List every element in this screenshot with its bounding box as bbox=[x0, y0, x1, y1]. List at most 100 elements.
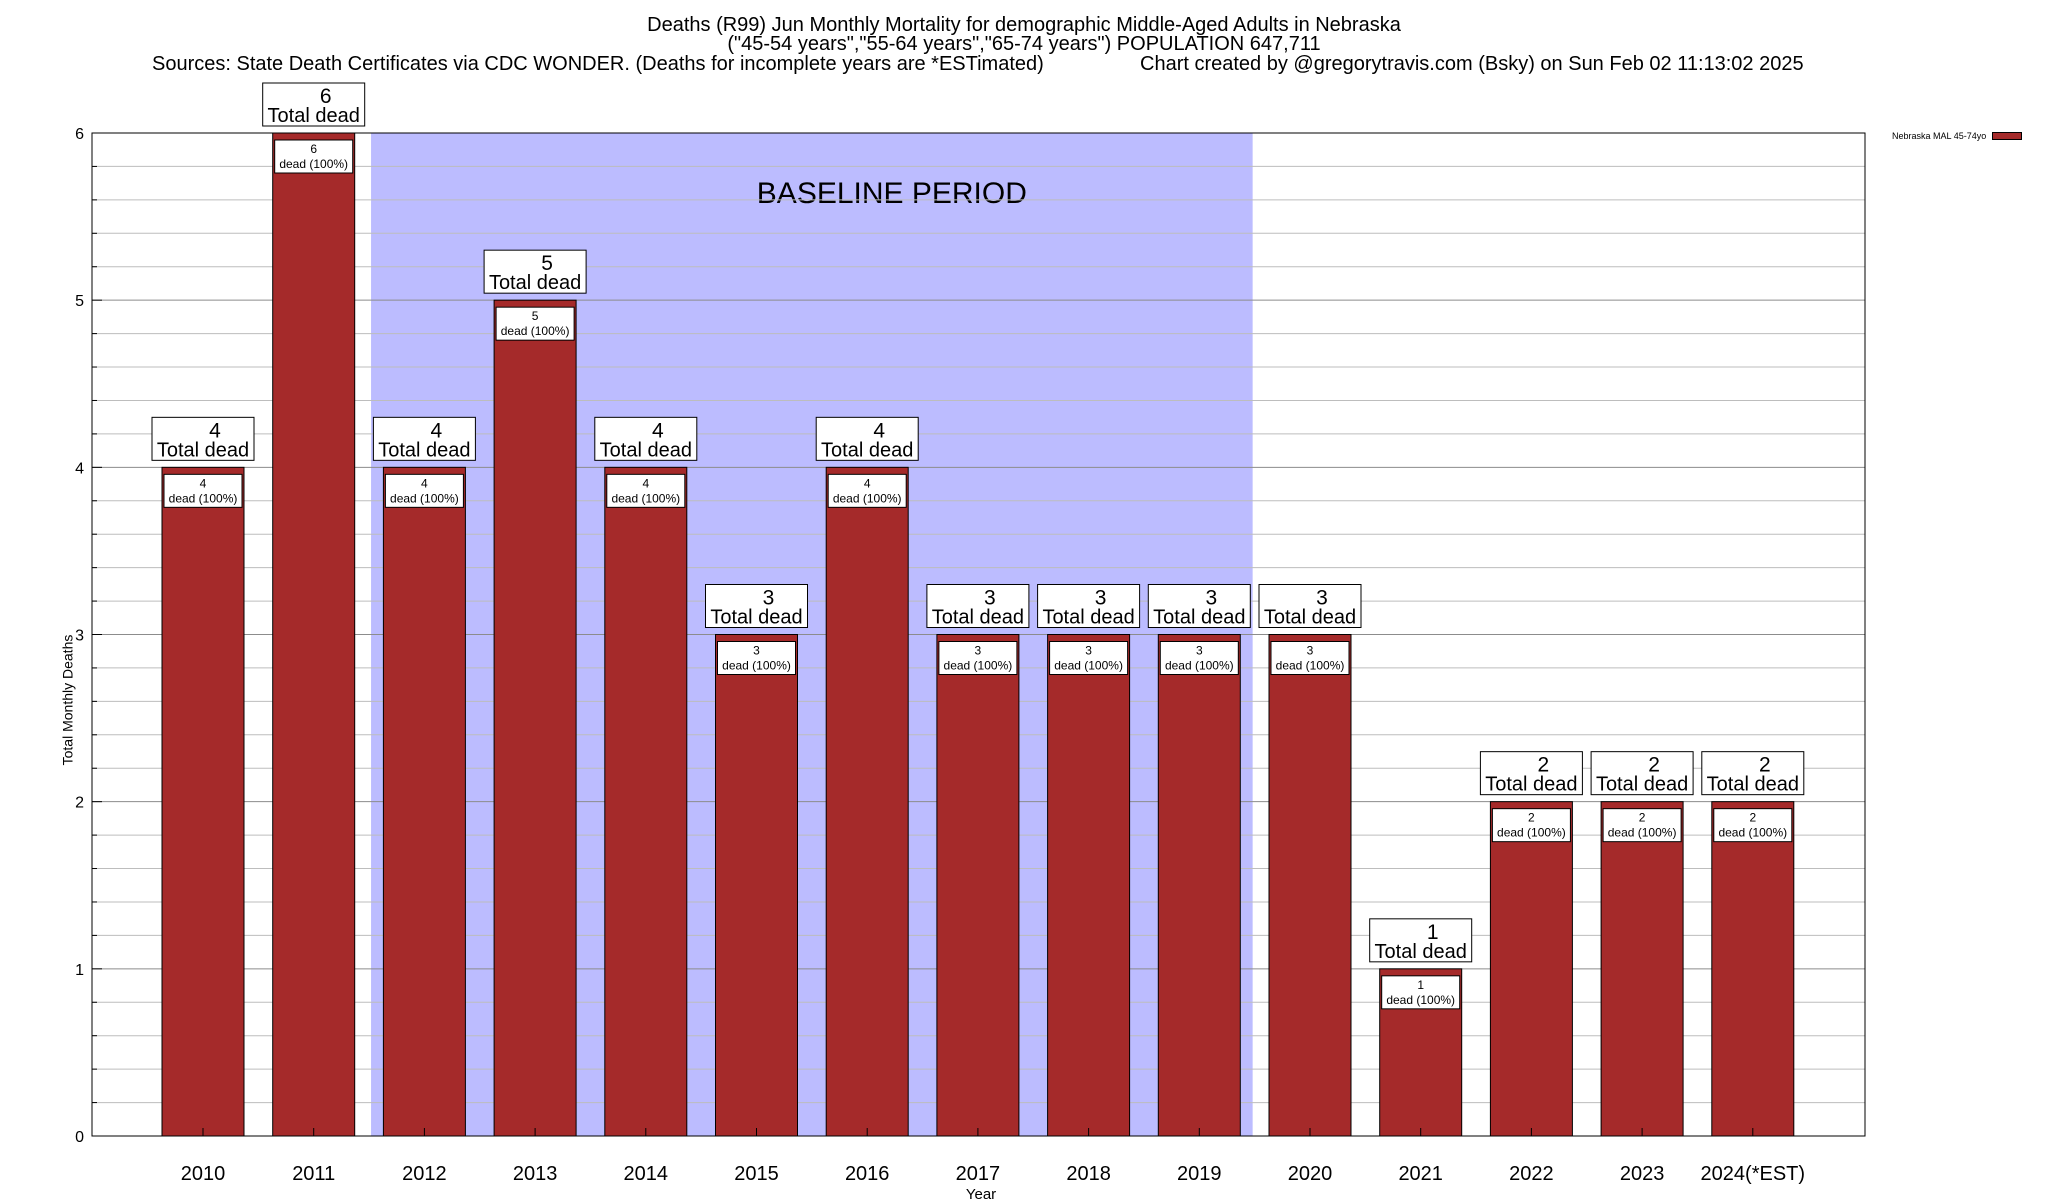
baseline-period-label: BASELINE PERIOD bbox=[757, 177, 1027, 210]
inner-dead-label: dead (100%) bbox=[611, 491, 680, 505]
inner-label-box bbox=[274, 139, 354, 174]
y-tick-label: 6 bbox=[75, 126, 84, 143]
top-label-box bbox=[262, 82, 366, 127]
x-tick-label: 2013 bbox=[513, 1163, 558, 1185]
inner-value-label: 1 bbox=[1417, 978, 1424, 992]
inner-label-box bbox=[1159, 641, 1239, 675]
y-tick-label: 1 bbox=[75, 962, 84, 979]
bar-2020 bbox=[1268, 634, 1352, 1137]
bar-2024(*EST) bbox=[1711, 801, 1795, 1137]
top-value-label: 4 bbox=[431, 419, 443, 442]
top-total-label: Total dead bbox=[1153, 607, 1245, 629]
inner-label-box bbox=[1381, 975, 1461, 1010]
top-value-label: 2 bbox=[1538, 754, 1550, 777]
top-value-label: 1 bbox=[1427, 921, 1439, 944]
inner-label-box bbox=[1049, 641, 1129, 675]
top-total-label: Total dead bbox=[710, 607, 802, 629]
top-label-box bbox=[483, 249, 587, 294]
top-label-box bbox=[1701, 751, 1805, 796]
top-label-box bbox=[372, 416, 476, 461]
inner-dead-label: dead (100%) bbox=[1608, 826, 1677, 840]
inner-value-label: 3 bbox=[1307, 644, 1314, 658]
top-total-label: Total dead bbox=[1707, 774, 1799, 796]
top-value-label: 3 bbox=[1316, 587, 1328, 610]
inner-dead-label: dead (100%) bbox=[390, 491, 459, 505]
x-tick-label: 2023 bbox=[1620, 1163, 1665, 1185]
inner-value-label: 6 bbox=[310, 142, 317, 156]
inner-value-label: 4 bbox=[200, 476, 207, 490]
inner-label-box bbox=[827, 473, 907, 508]
inner-value-label: 4 bbox=[864, 476, 871, 490]
inner-value-label: 2 bbox=[1528, 811, 1535, 825]
bar-2011 bbox=[272, 132, 356, 1137]
top-label-box bbox=[705, 584, 808, 628]
bar-2016 bbox=[825, 466, 909, 1137]
top-label-box bbox=[926, 584, 1030, 628]
bar-2018 bbox=[1047, 634, 1131, 1137]
y-tick-label: 3 bbox=[75, 628, 84, 645]
bar-2012 bbox=[382, 466, 466, 1137]
top-value-label: 2 bbox=[1759, 754, 1771, 777]
legend-swatch bbox=[1992, 132, 2023, 140]
inner-value-label: 3 bbox=[1085, 644, 1092, 658]
bar-2014 bbox=[604, 466, 688, 1137]
legend: Nebraska MAL 45-74yo bbox=[1892, 131, 2023, 141]
inner-label-box bbox=[495, 306, 575, 341]
inner-dead-label: dead (100%) bbox=[722, 659, 791, 673]
inner-label-box bbox=[1491, 808, 1571, 843]
top-total-label: Total dead bbox=[1264, 607, 1356, 629]
top-total-label: Total dead bbox=[1042, 607, 1134, 629]
inner-dead-label: dead (100%) bbox=[1386, 993, 1455, 1007]
x-axis-label: Year bbox=[965, 1186, 997, 1203]
top-label-box bbox=[151, 416, 255, 461]
inner-dead-label: dead (100%) bbox=[1054, 659, 1123, 673]
bar-2013 bbox=[493, 299, 577, 1137]
inner-dead-label: dead (100%) bbox=[1276, 659, 1345, 673]
x-tick-label: 2017 bbox=[956, 1163, 1001, 1185]
inner-label-box bbox=[1602, 808, 1682, 843]
top-label-box bbox=[1037, 584, 1141, 628]
top-value-label: 5 bbox=[541, 252, 553, 275]
x-tick-label: 2020 bbox=[1288, 1163, 1333, 1185]
top-label-box bbox=[1147, 584, 1251, 628]
inner-dead-label: dead (100%) bbox=[1718, 826, 1787, 840]
inner-label-box bbox=[163, 473, 243, 508]
top-value-label: 4 bbox=[652, 419, 664, 442]
top-total-label: Total dead bbox=[1485, 774, 1577, 796]
inner-label-box bbox=[938, 641, 1018, 675]
x-tick-label: 2015 bbox=[734, 1163, 779, 1185]
inner-value-label: 4 bbox=[642, 476, 649, 490]
x-tick-label: 2018 bbox=[1066, 1163, 1111, 1185]
top-label-box bbox=[1479, 751, 1583, 796]
inner-value-label: 2 bbox=[1639, 811, 1646, 825]
inner-dead-label: dead (100%) bbox=[501, 324, 570, 338]
inner-dead-label: dead (100%) bbox=[1165, 659, 1234, 673]
bar-2023 bbox=[1600, 801, 1684, 1137]
inner-dead-label: dead (100%) bbox=[944, 659, 1013, 673]
y-tick-label: 5 bbox=[75, 293, 84, 310]
bar-2019 bbox=[1157, 634, 1241, 1137]
y-tick-label: 4 bbox=[75, 460, 84, 477]
bar-2017 bbox=[936, 634, 1020, 1137]
chart-sources: Sources: State Death Certificates via CD… bbox=[152, 53, 1044, 75]
inner-dead-label: dead (100%) bbox=[279, 157, 348, 171]
top-value-label: 3 bbox=[984, 587, 996, 610]
inner-dead-label: dead (100%) bbox=[169, 491, 238, 505]
inner-value-label: 5 bbox=[532, 309, 539, 323]
inner-label-box bbox=[384, 473, 464, 508]
top-label-box bbox=[594, 416, 698, 461]
top-value-label: 6 bbox=[320, 85, 332, 108]
chart-subtitle: ("45-54 years","55-64 years","65-74 year… bbox=[727, 33, 1321, 55]
inner-value-label: 3 bbox=[753, 644, 760, 658]
top-label-box bbox=[1369, 918, 1473, 963]
bar-2015 bbox=[715, 634, 798, 1137]
inner-label-box bbox=[1270, 641, 1350, 675]
top-total-label: Total dead bbox=[157, 439, 249, 461]
top-label-box bbox=[1258, 584, 1362, 628]
y-axis-label: Total Monthly Deaths bbox=[59, 634, 76, 766]
top-value-label: 4 bbox=[209, 419, 221, 442]
inner-label-box bbox=[1713, 808, 1793, 843]
top-total-label: Total dead bbox=[378, 439, 470, 461]
inner-dead-label: dead (100%) bbox=[833, 491, 902, 505]
